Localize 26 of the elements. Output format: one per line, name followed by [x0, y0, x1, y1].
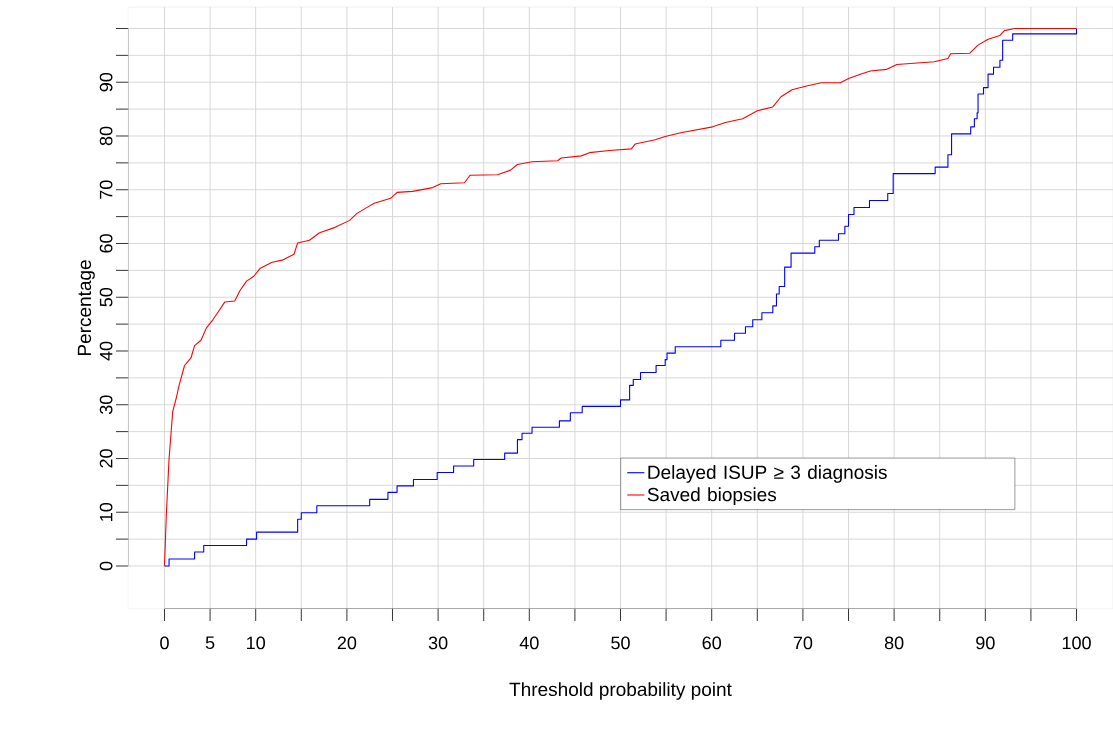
- x-tick-label: 60: [702, 636, 722, 650]
- y-tick-label: 60: [99, 234, 113, 253]
- legend-label: Saved biopsies: [647, 487, 777, 506]
- y-tick-label: 70: [99, 180, 113, 199]
- y-axis-title: Percentage: [77, 260, 95, 356]
- legend-label: Delayed ISUP ≥ 3 diagnosis: [648, 465, 887, 483]
- x-tick-label: 5: [205, 636, 215, 650]
- x-tick-label: 90: [976, 636, 995, 650]
- y-tick-label: 30: [99, 395, 113, 415]
- y-tick-label: 0: [99, 561, 113, 571]
- y-tick-label: 50: [99, 287, 113, 307]
- x-tick-label: 0: [160, 636, 169, 650]
- y-tick-label: 80: [99, 126, 113, 146]
- x-tick-label: 20: [337, 636, 357, 650]
- y-tick-label: 40: [99, 341, 113, 361]
- x-tick-label: 30: [428, 636, 448, 650]
- x-tick-label: 80: [884, 636, 904, 650]
- y-tick-label: 10: [99, 502, 113, 521]
- x-tick-label: 70: [793, 636, 813, 650]
- x-tick-label: 100: [1062, 636, 1091, 650]
- y-tick-label: 90: [99, 72, 113, 92]
- y-tick-label: 20: [99, 449, 113, 468]
- x-axis-title: Threshold probability point: [509, 682, 732, 700]
- x-tick-label: 10: [247, 636, 266, 650]
- x-tick-label: 40: [519, 636, 539, 650]
- x-tick-label: 50: [611, 636, 630, 650]
